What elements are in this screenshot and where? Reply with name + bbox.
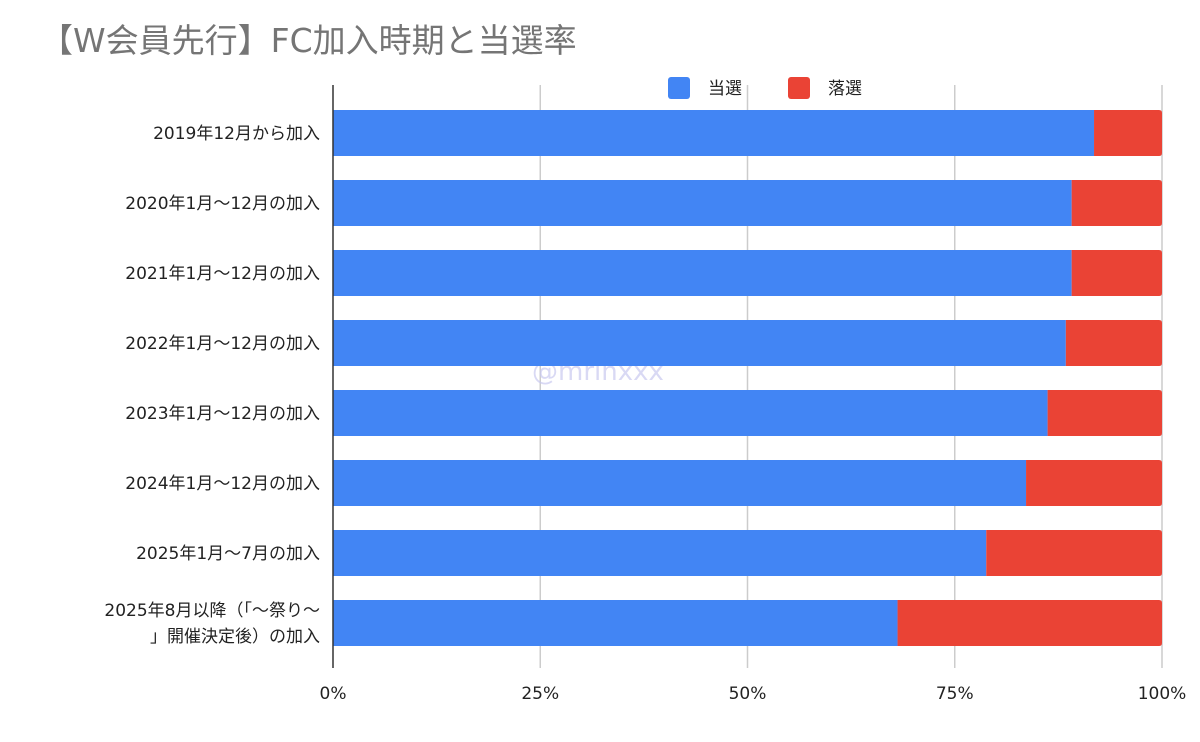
bar-segment-当選 bbox=[333, 600, 898, 646]
category-label: 2025年8月以降（「〜祭り〜 bbox=[104, 601, 320, 621]
x-tick-label: 25% bbox=[521, 684, 559, 704]
category-label: 2022年1月〜12月の加入 bbox=[125, 334, 320, 354]
category-label: 2020年1月〜12月の加入 bbox=[125, 194, 320, 214]
x-tick-label: 100% bbox=[1138, 684, 1187, 704]
bar-segment-落選 bbox=[1047, 390, 1162, 436]
category-label: 2024年1月〜12月の加入 bbox=[125, 474, 320, 494]
category-label: 2019年12月から加入 bbox=[153, 124, 320, 144]
bar-segment-当選 bbox=[333, 530, 987, 576]
category-label: 2021年1月〜12月の加入 bbox=[125, 264, 320, 284]
chart-title: 【W会員先行】FC加入時期と当選率 bbox=[40, 21, 577, 60]
x-tick-label: 75% bbox=[936, 684, 974, 704]
bar-segment-落選 bbox=[1094, 110, 1162, 156]
x-tick-label: 50% bbox=[729, 684, 767, 704]
x-tick-label: 0% bbox=[320, 684, 347, 704]
bar-segment-当選 bbox=[333, 180, 1072, 226]
category-label: 」開催決定後）の加入 bbox=[150, 627, 320, 647]
category-label: 2025年1月〜7月の加入 bbox=[136, 544, 320, 564]
bar-segment-落選 bbox=[986, 530, 1162, 576]
bar-segment-落選 bbox=[1065, 320, 1162, 366]
bar-segment-当選 bbox=[333, 320, 1066, 366]
bar-segment-落選 bbox=[1026, 460, 1162, 506]
legend-swatch bbox=[668, 77, 690, 99]
bar-segment-当選 bbox=[333, 250, 1072, 296]
bar-segment-落選 bbox=[897, 600, 1162, 646]
category-label: 2023年1月〜12月の加入 bbox=[125, 404, 320, 424]
bar-segment-当選 bbox=[333, 390, 1048, 436]
bar-segment-当選 bbox=[333, 460, 1027, 506]
bar-segment-当選 bbox=[333, 110, 1095, 156]
legend-label: 当選 bbox=[708, 79, 742, 99]
bar-segment-落選 bbox=[1071, 180, 1162, 226]
legend-swatch bbox=[788, 77, 810, 99]
legend-label: 落選 bbox=[828, 79, 862, 99]
bar-segment-落選 bbox=[1071, 250, 1162, 296]
